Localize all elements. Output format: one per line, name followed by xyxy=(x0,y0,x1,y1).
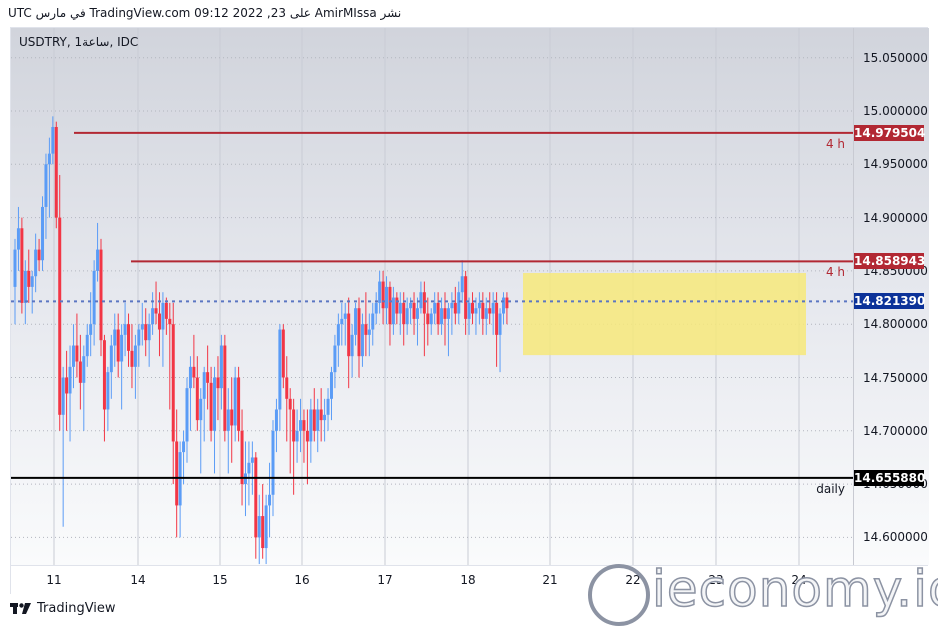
time-tick: 14 xyxy=(130,573,146,587)
time-tick: 16 xyxy=(294,573,310,587)
price-tag: 14.655880 xyxy=(854,469,926,486)
tradingview-brand-text: TradingView xyxy=(37,601,116,616)
time-tick: 11 xyxy=(46,573,62,587)
time-tick: 18 xyxy=(460,573,476,587)
price-scale[interactable]: 15.050000 15.000000 14.950000 14.900000 14.8… xyxy=(853,28,929,565)
price-tick: 15.000000 xyxy=(863,104,928,118)
price-tick: 14.950000 xyxy=(863,157,928,172)
consolidation-zone[interactable] xyxy=(523,273,806,356)
publication-info: نشر AmirMIssa على TradingView.com 09:12 … xyxy=(8,6,402,20)
price-tick: 14.700000 xyxy=(863,423,928,438)
price-tick: 14.600000 xyxy=(863,530,928,545)
price-tag: 14.979504 xyxy=(854,124,926,141)
level-label: 4 h xyxy=(825,265,845,280)
time-scale[interactable]: 11 14 15 16 17 18 21 22 23 24 xyxy=(11,565,928,595)
time-tick: 23 xyxy=(708,573,724,587)
time-tick: 15 xyxy=(212,573,228,587)
price-tag: 14.821390 xyxy=(854,293,926,310)
tradingview-brand[interactable]: TradingView xyxy=(10,601,116,616)
tradingview-logo-icon xyxy=(10,602,31,614)
chart-frame: USDTRY, 1ساعة, IDC 4 h 4 h daily 15.050000… xyxy=(10,27,929,595)
level-label: 4 h xyxy=(825,136,845,151)
time-tick: 24 xyxy=(791,573,807,587)
chart-plot-area[interactable]: USDTRY, 1ساعة, IDC 4 h 4 h daily xyxy=(11,28,853,565)
price-tick: 14.750000 xyxy=(863,370,928,385)
time-tick: 21 xyxy=(542,573,558,587)
price-tick: 14.800000 xyxy=(863,317,928,332)
price-tick: 15.050000 xyxy=(863,50,928,65)
time-tick: 17 xyxy=(377,573,393,587)
ieconomy-logo-icon xyxy=(588,564,650,626)
price-tag: 14.858943 xyxy=(854,253,926,270)
symbol-legend: USDTRY, 1ساعة, IDC xyxy=(19,35,139,49)
level-label: daily xyxy=(816,481,845,496)
price-tick: 14.900000 xyxy=(863,210,928,225)
ieconomy-watermark: ieconomy.io xyxy=(651,559,938,619)
candlestick-chart xyxy=(11,28,853,565)
